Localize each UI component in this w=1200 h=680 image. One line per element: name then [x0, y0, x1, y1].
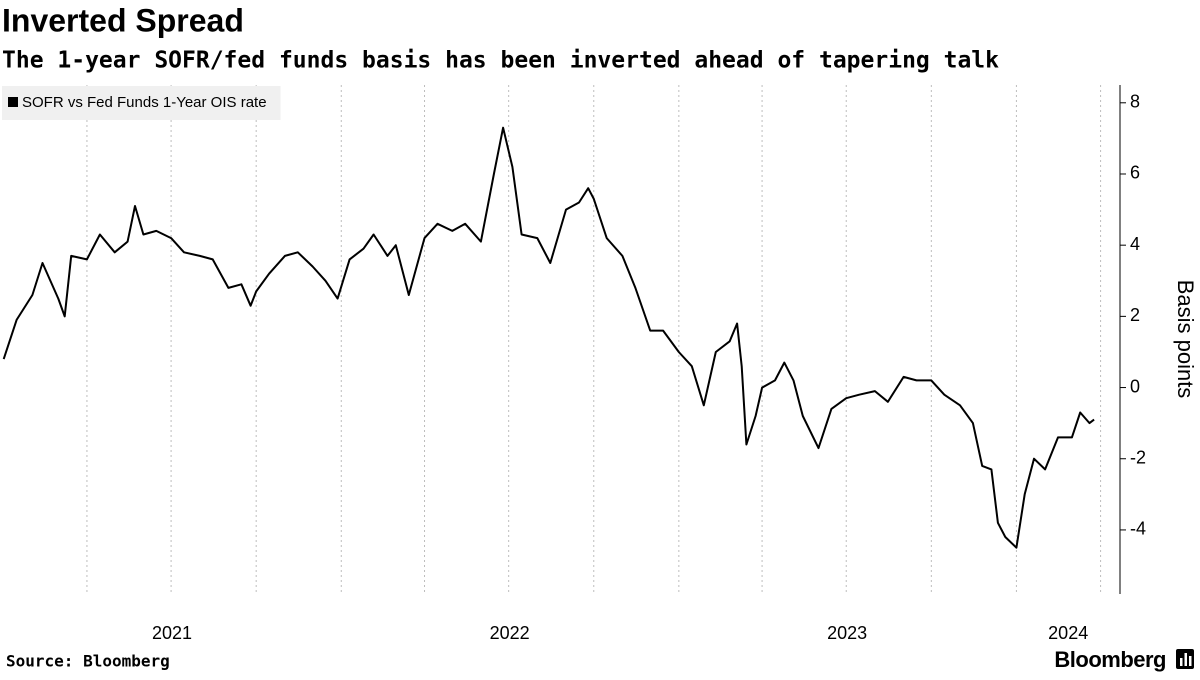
x-tick-label: 2022 — [490, 623, 530, 643]
chart-subtitle: The 1-year SOFR/fed funds basis has been… — [2, 48, 999, 74]
y-tick-label: 8 — [1130, 92, 1140, 112]
y-tick-label: 6 — [1130, 163, 1140, 183]
y-tick-label: 4 — [1130, 234, 1140, 254]
brand: Bloomberg — [1054, 647, 1166, 672]
y-axis-title: Basis points — [1173, 280, 1198, 399]
y-tick-label: 2 — [1130, 305, 1140, 325]
brand-icon — [1176, 649, 1194, 669]
x-tick-label: 2023 — [827, 623, 867, 643]
data-line — [2, 126, 1095, 549]
legend-label: SOFR vs Fed Funds 1-Year OIS rate — [22, 94, 267, 111]
y-tick-label: 0 — [1130, 376, 1140, 396]
y-tick-label: -4 — [1130, 519, 1146, 539]
chart-title: Inverted Spread — [2, 2, 244, 38]
y-tick-label: -2 — [1130, 447, 1146, 467]
x-tick-label: 2024 — [1048, 623, 1088, 643]
source: Source: Bloomberg — [6, 652, 170, 671]
x-tick-label: 2021 — [152, 623, 192, 643]
legend: SOFR vs Fed Funds 1-Year OIS rate — [2, 86, 281, 120]
legend-background — [2, 86, 281, 120]
legend-swatch — [8, 97, 18, 107]
